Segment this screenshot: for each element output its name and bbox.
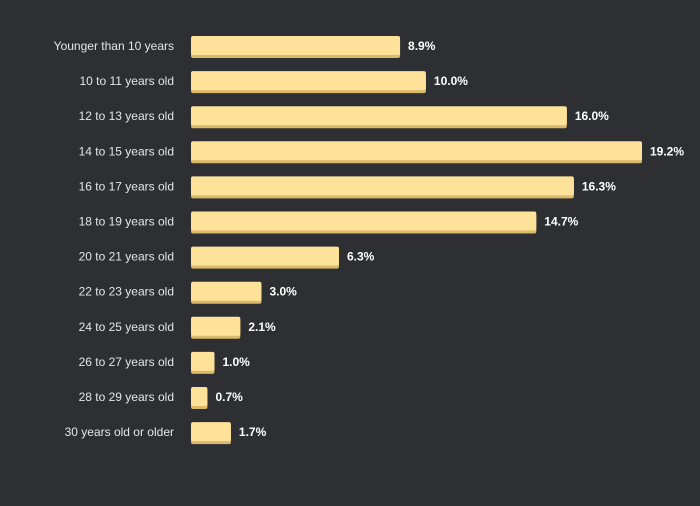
category-label: 12 to 13 years old <box>79 109 174 123</box>
category-label: Younger than 10 years <box>54 39 174 53</box>
bar[interactable] <box>191 281 262 301</box>
value-label: 16.3% <box>582 179 616 193</box>
value-label: 0.7% <box>215 390 243 404</box>
bar[interactable] <box>191 141 642 161</box>
bar[interactable] <box>191 176 574 196</box>
category-label: 10 to 11 years old <box>79 74 174 88</box>
value-label: 2.1% <box>248 320 276 334</box>
value-label: 8.9% <box>408 39 436 53</box>
bar[interactable] <box>191 422 231 442</box>
value-label: 1.0% <box>222 355 250 369</box>
category-label: 28 to 29 years old <box>79 390 174 404</box>
value-label: 3.0% <box>269 285 297 299</box>
value-label: 19.2% <box>650 144 684 158</box>
value-label: 16.0% <box>575 109 609 123</box>
category-label: 16 to 17 years old <box>79 179 174 193</box>
value-label: 10.0% <box>434 74 468 88</box>
value-label: 14.7% <box>544 215 578 229</box>
bar[interactable] <box>191 106 567 126</box>
category-label: 24 to 25 years old <box>79 320 174 334</box>
bar[interactable] <box>191 71 426 91</box>
bar[interactable] <box>191 387 208 406</box>
category-label: 22 to 23 years old <box>79 285 174 299</box>
category-label: 20 to 21 years old <box>79 250 174 264</box>
bar[interactable] <box>191 351 215 371</box>
value-label: 1.7% <box>239 425 267 439</box>
bar[interactable] <box>191 316 241 336</box>
category-label: 14 to 15 years old <box>79 144 174 158</box>
category-label: 30 years old or older <box>65 425 174 439</box>
bar[interactable] <box>191 211 537 231</box>
bar[interactable] <box>191 246 339 266</box>
category-label: 26 to 27 years old <box>79 355 174 369</box>
bar[interactable] <box>191 36 401 55</box>
category-label: 18 to 19 years old <box>79 215 174 229</box>
value-label: 6.3% <box>347 250 375 264</box>
